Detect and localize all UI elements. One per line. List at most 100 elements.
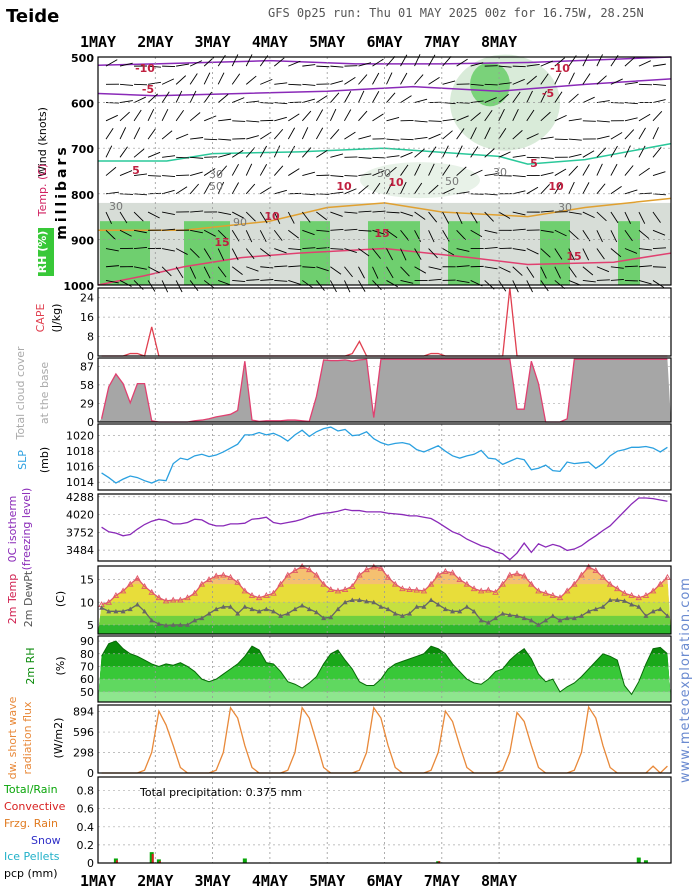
y-tick-label: 4020 bbox=[66, 509, 94, 522]
wind-barb bbox=[638, 113, 651, 122]
isotherm-minus5 bbox=[97, 78, 672, 97]
wind-barb bbox=[582, 150, 595, 158]
wind-barb bbox=[596, 120, 610, 123]
y-tick-label: 24 bbox=[80, 292, 94, 305]
wind-barb bbox=[400, 151, 413, 158]
y-tick-label: 60 bbox=[80, 673, 94, 686]
temp-marker bbox=[585, 563, 592, 570]
wind-barb bbox=[330, 175, 344, 178]
wind-barb bbox=[147, 108, 155, 122]
wind-barb bbox=[203, 168, 216, 176]
wind-barb bbox=[610, 230, 618, 243]
dewpt-marker bbox=[421, 604, 427, 609]
y-tick-label: 8 bbox=[87, 331, 94, 344]
wind-barb bbox=[638, 60, 651, 67]
wind-barb bbox=[274, 82, 288, 85]
total-precip-note: Total precipitation: 0.375 mm bbox=[139, 786, 302, 799]
pressure-tick-label: 900 bbox=[71, 234, 94, 247]
wind-barb bbox=[442, 145, 449, 158]
wind-barb bbox=[414, 74, 424, 85]
wind-barb bbox=[344, 91, 352, 103]
wind-barb bbox=[386, 72, 393, 85]
legend-pcp-mm: pcp (mm) bbox=[4, 867, 58, 880]
wind-barb bbox=[147, 266, 160, 274]
wind-barb bbox=[554, 91, 563, 103]
rh-label: 30 bbox=[109, 200, 123, 213]
temp-marker bbox=[384, 573, 392, 580]
wind-barb bbox=[540, 280, 549, 292]
wind-barb bbox=[442, 248, 455, 256]
dewpt-marker bbox=[657, 606, 663, 612]
day-label-bottom: 3MAY bbox=[195, 872, 231, 890]
day-label-top: 8MAY bbox=[481, 33, 517, 51]
wind-barb bbox=[386, 248, 394, 261]
wind-barb bbox=[217, 266, 227, 278]
wind-barb bbox=[526, 280, 533, 293]
dewpt-marker bbox=[535, 622, 541, 627]
temp-marker bbox=[270, 589, 277, 596]
dewpt-axis-label: 2m DewPt bbox=[22, 570, 35, 627]
wind-barb bbox=[638, 192, 652, 195]
wind-barb bbox=[526, 90, 533, 103]
wind-barb bbox=[596, 135, 610, 140]
wind-barb bbox=[273, 145, 281, 158]
temp-marker bbox=[470, 585, 478, 592]
wind-axis-label: Wind (knots) bbox=[36, 107, 49, 177]
wind-barb bbox=[302, 64, 316, 67]
wind-barb bbox=[652, 83, 666, 86]
wind-barb bbox=[526, 64, 540, 67]
wind-barb bbox=[512, 65, 526, 68]
temp-marker bbox=[177, 596, 184, 603]
rh2m-axis-label: 2m RH bbox=[24, 647, 37, 684]
wind-barb bbox=[175, 186, 188, 195]
wind-barb bbox=[316, 95, 328, 103]
wind-barb bbox=[596, 266, 610, 273]
temp-marker bbox=[205, 576, 213, 583]
wind-barb bbox=[624, 211, 631, 224]
temp-marker bbox=[485, 586, 492, 593]
y-tick-label: 894 bbox=[73, 706, 94, 719]
wind-barb bbox=[358, 185, 369, 195]
wind-barb bbox=[540, 90, 547, 103]
y-tick-label: 0.2 bbox=[77, 839, 95, 852]
temp-marker bbox=[155, 594, 163, 601]
wind-barb bbox=[400, 280, 414, 284]
dewpt-marker bbox=[442, 606, 448, 612]
wind-barb bbox=[119, 100, 133, 104]
wind-barb bbox=[638, 280, 652, 285]
wind-barb bbox=[162, 155, 176, 158]
convective-bar bbox=[115, 860, 118, 863]
wind-barb bbox=[189, 60, 203, 67]
wind-barb bbox=[652, 127, 659, 140]
temp-marker bbox=[542, 589, 549, 596]
wind-barb bbox=[638, 265, 652, 268]
wind-barb bbox=[246, 266, 259, 272]
wind-barb bbox=[610, 278, 624, 281]
wind-barb bbox=[540, 229, 554, 233]
wind-barb bbox=[344, 188, 357, 195]
wind-barb bbox=[568, 181, 575, 194]
wind-barb bbox=[428, 211, 438, 223]
temp-marker bbox=[241, 587, 249, 594]
dewpt-marker bbox=[478, 617, 484, 623]
wind-barb bbox=[582, 96, 595, 104]
panel-frame bbox=[97, 493, 672, 562]
wind-barb bbox=[162, 175, 176, 178]
cape-panel: 0 8 16 24 bbox=[80, 287, 672, 363]
wind-barb bbox=[372, 266, 379, 279]
dewpt-marker bbox=[349, 597, 355, 602]
wind-barb bbox=[624, 81, 638, 85]
isotherm-label: 10 bbox=[336, 180, 352, 193]
wind-barb bbox=[498, 266, 511, 273]
dewpt-marker bbox=[170, 622, 176, 627]
wind-barb bbox=[372, 58, 384, 67]
temp-marker bbox=[306, 566, 313, 573]
dewpt-marker bbox=[500, 611, 506, 616]
wind-barb bbox=[456, 115, 469, 122]
wind-barb bbox=[330, 153, 344, 158]
wind-barb bbox=[245, 183, 256, 195]
wind-barb bbox=[148, 175, 162, 177]
wind-barb bbox=[316, 211, 327, 221]
wind-barb bbox=[358, 74, 368, 85]
temp-marker bbox=[563, 587, 571, 594]
